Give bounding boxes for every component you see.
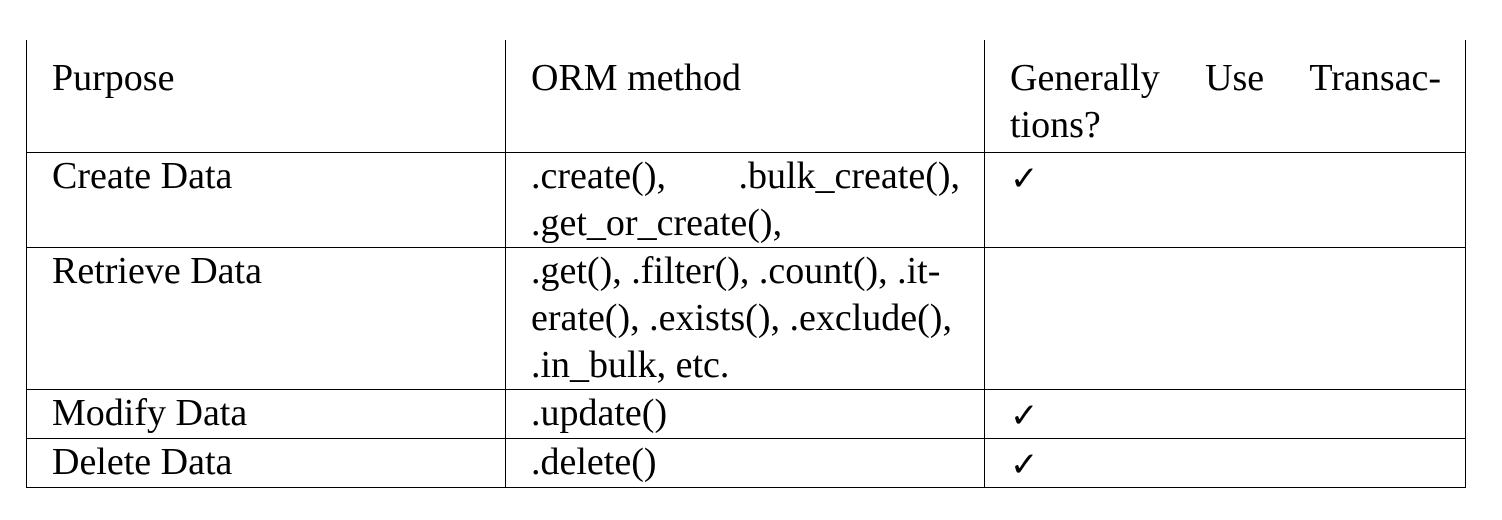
purpose-text: Retrieve Data	[52, 249, 262, 292]
checkmark-icon: ✓	[1010, 395, 1039, 436]
cell-transactions: ✓	[984, 389, 1466, 439]
method-text: .delete()	[531, 440, 657, 483]
cell-transactions: ✓	[984, 152, 1466, 248]
table-row: Retrieve Data .get(), .filter(), .count(…	[26, 247, 1466, 390]
cell-transactions: ✓	[984, 438, 1466, 488]
purpose-text: Modify Data	[52, 391, 248, 434]
methods-line: .get(), .filter(), .count(), .it-	[531, 249, 941, 292]
cell-methods: .update()	[505, 389, 985, 439]
checkmark-icon: ✓	[1010, 158, 1039, 199]
methods-line: .get_or_create(),	[531, 201, 783, 244]
table-row: Delete Data .delete() ✓	[26, 438, 1466, 488]
checkmark-icon: ✓	[1010, 444, 1039, 485]
purpose-text: Delete Data	[52, 440, 233, 483]
method-text: .create(),	[531, 154, 666, 197]
cell-transactions	[984, 247, 1466, 390]
table-header-row: Purpose ORM method Generally Use Transac…	[26, 40, 1466, 153]
method-text: .bulk_create(),	[738, 154, 960, 197]
header-transactions-line2: tions?	[1010, 104, 1101, 146]
methods-line: erate(), .exists(), .exclude(),	[531, 296, 952, 339]
cell-purpose: Delete Data	[26, 438, 506, 488]
header-transactions-word: Use	[1205, 57, 1265, 99]
header-orm-method-label: ORM method	[531, 57, 742, 99]
cell-purpose: Retrieve Data	[26, 247, 506, 390]
cell-purpose: Modify Data	[26, 389, 506, 439]
cell-purpose: Create Data	[26, 152, 506, 248]
orm-transactions-table: Purpose ORM method Generally Use Transac…	[26, 40, 1466, 488]
table-row: Modify Data .update() ✓	[26, 389, 1466, 439]
methods-line: .in_bulk, etc.	[531, 343, 730, 386]
header-orm-method: ORM method	[505, 40, 985, 153]
header-transactions-line1: Generally Use Transac-	[1010, 55, 1441, 102]
header-purpose: Purpose	[26, 40, 506, 153]
header-transactions-word: Generally	[1010, 57, 1160, 99]
cell-methods: .get(), .filter(), .count(), .it- erate(…	[505, 247, 985, 390]
header-transactions: Generally Use Transac- tions?	[984, 40, 1466, 153]
methods-line: .create(), .bulk_create(),	[531, 153, 960, 200]
header-transactions-word: Transac-	[1309, 57, 1441, 99]
header-purpose-label: Purpose	[52, 57, 175, 99]
cell-methods: .create(), .bulk_create(), .get_or_creat…	[505, 152, 985, 248]
method-text: .update()	[531, 391, 668, 434]
purpose-text: Create Data	[52, 154, 233, 197]
cell-methods: .delete()	[505, 438, 985, 488]
table-row: Create Data .create(), .bulk_create(), .…	[26, 152, 1466, 248]
